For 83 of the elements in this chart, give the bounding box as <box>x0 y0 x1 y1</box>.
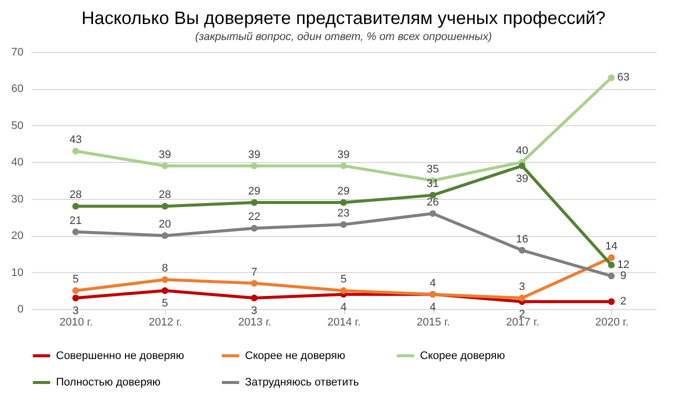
point <box>608 74 615 82</box>
data-label: 4 <box>430 277 436 290</box>
data-label: 43 <box>70 134 82 146</box>
data-label: 29 <box>337 186 350 198</box>
data-label: 14 <box>605 240 618 253</box>
data-label: 12 <box>617 258 630 271</box>
y-tick-label: 40 <box>11 156 24 169</box>
data-label: 3 <box>251 304 258 317</box>
x-tick-label: 2013 г. <box>238 316 272 328</box>
y-tick-label: 10 <box>11 266 24 279</box>
y-tick-label: 60 <box>11 83 24 96</box>
data-label: 39 <box>516 172 528 185</box>
point <box>518 162 526 170</box>
point <box>162 162 168 170</box>
x-tick-label: 2012 г. <box>148 316 182 328</box>
data-label: 29 <box>248 186 260 198</box>
y-tick-label: 0 <box>17 304 24 316</box>
point <box>250 224 258 232</box>
point <box>250 280 258 287</box>
point <box>72 294 79 302</box>
point <box>340 287 347 294</box>
legend-label: Полностью доверяю <box>56 376 161 388</box>
data-label: 31 <box>426 178 439 190</box>
point <box>340 162 347 170</box>
point <box>162 202 168 210</box>
y-tick-label: 30 <box>11 193 24 206</box>
data-label: 63 <box>617 72 630 84</box>
data-label: 5 <box>340 274 347 286</box>
data-label: 5 <box>72 274 79 286</box>
data-label: 40 <box>516 145 528 158</box>
data-label: 28 <box>70 189 82 202</box>
data-label: 16 <box>516 233 528 246</box>
point <box>340 221 347 228</box>
y-tick-label: 20 <box>11 230 24 242</box>
point <box>72 287 79 294</box>
point <box>518 246 526 254</box>
point <box>608 254 615 261</box>
x-tick-label: 2010 г. <box>60 316 93 328</box>
point <box>429 210 436 217</box>
data-label: 22 <box>248 211 260 224</box>
data-label: 9 <box>620 270 626 282</box>
point <box>250 294 258 302</box>
data-label: 23 <box>337 208 350 220</box>
point <box>518 294 526 302</box>
data-label: 20 <box>158 218 172 231</box>
legend-label: Затрудняюсь ответить <box>245 376 360 388</box>
point <box>608 298 615 306</box>
data-label: 4 <box>430 301 436 314</box>
point <box>162 287 168 294</box>
data-label: 39 <box>248 148 260 161</box>
chart-title: Насколько Вы доверяете представителям ученых профессий? <box>81 8 606 28</box>
x-tick-label: 2015 г. <box>416 316 450 328</box>
legend-label: Скорее не доверяю <box>245 350 346 362</box>
legend-label: Совершенно не доверяю <box>56 350 184 362</box>
data-label: 21 <box>70 214 82 227</box>
point <box>250 199 258 206</box>
point <box>72 148 79 154</box>
data-label: 26 <box>426 196 439 209</box>
data-label: 39 <box>337 148 350 161</box>
x-tick-label: 2020 г. <box>595 316 628 328</box>
data-label: 3 <box>72 304 79 317</box>
data-label: 2 <box>620 296 626 308</box>
point <box>608 272 615 280</box>
data-label: 28 <box>158 189 172 202</box>
data-label: 35 <box>426 164 439 176</box>
point <box>72 228 79 236</box>
data-label: 5 <box>162 298 168 310</box>
y-tick-label: 50 <box>11 120 24 132</box>
point <box>608 262 615 268</box>
y-tick-label: 70 <box>11 46 24 58</box>
point <box>340 199 347 206</box>
data-label: 4 <box>340 301 347 314</box>
point <box>250 162 258 170</box>
data-label: 3 <box>519 280 526 293</box>
point <box>162 232 168 239</box>
data-label: 39 <box>158 148 172 161</box>
chart-subtitle: (закрытый вопрос, один ответ, % от всех опрошенных) <box>195 31 492 43</box>
point <box>72 202 79 210</box>
x-tick-label: 2014 г. <box>327 316 361 328</box>
data-label: 8 <box>162 262 168 275</box>
data-label: 7 <box>251 266 258 278</box>
point <box>162 276 168 283</box>
legend-label: Скорее доверяю <box>420 350 505 362</box>
